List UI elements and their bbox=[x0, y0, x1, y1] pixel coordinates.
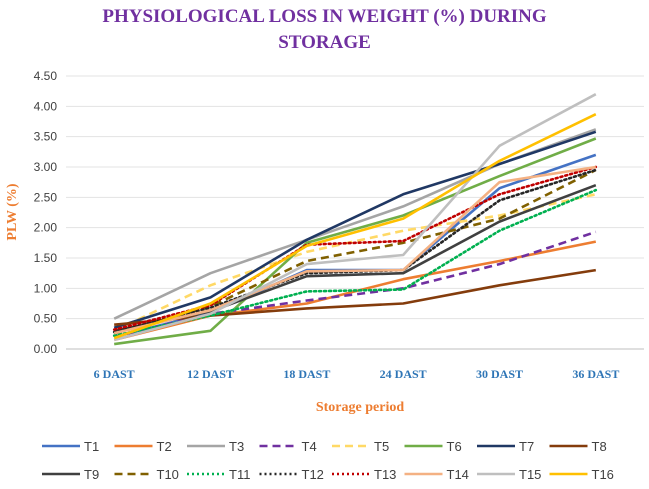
series-line-t15 bbox=[113, 93, 597, 342]
x-tick-label: 30 DAST bbox=[476, 367, 523, 381]
legend-label-t2: T2 bbox=[157, 439, 172, 454]
x-tick-label: 6 DAST bbox=[94, 367, 135, 381]
legend-label-t16: T16 bbox=[592, 467, 614, 482]
y-tick-label: 2.00 bbox=[34, 221, 58, 235]
legend-label-t15: T15 bbox=[519, 467, 541, 482]
series-line-t16 bbox=[113, 113, 597, 340]
legend-label-t4: T4 bbox=[302, 439, 317, 454]
chart-title-line1: PHYSIOLOGICAL LOSS IN WEIGHT (%) DURING bbox=[102, 6, 547, 27]
y-tick-label: 0.50 bbox=[34, 312, 58, 326]
series-line-t5 bbox=[113, 193, 597, 332]
series-line-t10 bbox=[113, 168, 597, 336]
x-tick-label: 36 DAST bbox=[572, 367, 619, 381]
y-tick-label: 0.00 bbox=[34, 342, 58, 356]
series-line-t14 bbox=[113, 165, 597, 335]
legend-label-t14: T14 bbox=[447, 467, 469, 482]
y-axis-title: PLW (%) bbox=[5, 183, 20, 241]
series-line-t12 bbox=[112, 168, 598, 334]
legend-label-t11: T11 bbox=[229, 467, 250, 482]
legend-label-t8: T8 bbox=[592, 439, 607, 454]
y-tick-label: 1.00 bbox=[34, 281, 58, 295]
legend-label-t13: T13 bbox=[374, 467, 396, 482]
chart-title-line2: STORAGE bbox=[278, 32, 371, 53]
series-line-t6 bbox=[114, 137, 597, 346]
y-tick-label: 1.50 bbox=[34, 251, 58, 265]
series-line-t1 bbox=[113, 153, 597, 339]
x-tick-label: 24 DAST bbox=[380, 367, 427, 381]
legend-label-t1: T1 bbox=[84, 439, 99, 454]
legend-label-t6: T6 bbox=[447, 439, 462, 454]
y-tick-label: 4.50 bbox=[34, 69, 58, 83]
series-line-t7 bbox=[113, 130, 597, 330]
legend-label-t7: T7 bbox=[519, 439, 534, 454]
x-tick-label: 12 DAST bbox=[187, 367, 234, 381]
y-tick-label: 4.00 bbox=[34, 99, 58, 113]
x-axis-title: Storage period bbox=[316, 400, 404, 415]
y-tick-label: 3.50 bbox=[34, 130, 58, 144]
legend-label-t3: T3 bbox=[229, 439, 244, 454]
y-tick-label: 2.50 bbox=[34, 190, 58, 204]
legend-label-t10: T10 bbox=[157, 467, 179, 482]
legend-label-t12: T12 bbox=[302, 467, 324, 482]
legend-label-t5: T5 bbox=[374, 439, 389, 454]
chart-title: PHYSIOLOGICAL LOSS IN WEIGHT (%) DURING … bbox=[0, 4, 649, 56]
x-tick-label: 18 DAST bbox=[283, 367, 330, 381]
y-tick-label: 3.00 bbox=[34, 160, 58, 174]
legend-label-t9: T9 bbox=[84, 467, 99, 482]
